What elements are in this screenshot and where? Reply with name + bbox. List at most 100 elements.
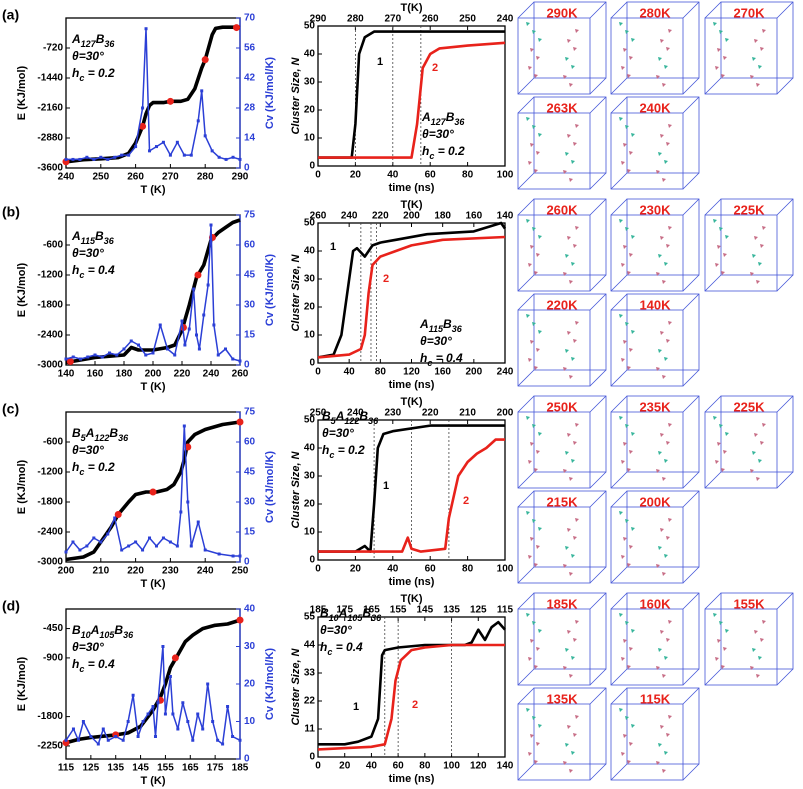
particle bbox=[619, 22, 623, 26]
particle bbox=[538, 330, 542, 334]
particle bbox=[629, 348, 633, 352]
marker bbox=[231, 735, 235, 738]
particle bbox=[668, 620, 672, 624]
particle bbox=[528, 657, 532, 661]
annotation-part: c bbox=[429, 151, 434, 161]
y2-tick-label: 30 bbox=[244, 641, 256, 652]
marker bbox=[211, 720, 215, 723]
x-tick-label: 200 bbox=[465, 367, 482, 378]
y-tick-label: 22 bbox=[304, 696, 316, 707]
particle bbox=[575, 124, 579, 128]
particle bbox=[666, 47, 670, 51]
x-tick-label: 40 bbox=[387, 170, 399, 181]
particle bbox=[534, 760, 538, 764]
marker bbox=[233, 24, 241, 32]
y2-tick-label: 45 bbox=[244, 467, 256, 478]
particle bbox=[538, 38, 542, 42]
x-tick-label: 40 bbox=[387, 564, 399, 575]
particle bbox=[573, 339, 577, 343]
annotation-part: c bbox=[79, 270, 84, 280]
particle bbox=[631, 629, 635, 633]
particle bbox=[660, 39, 664, 43]
annotation-part: θ=30° bbox=[72, 246, 104, 260]
particle bbox=[713, 416, 717, 420]
x-tick-label: 115 bbox=[58, 763, 75, 774]
box-edge bbox=[589, 198, 607, 216]
annotation: B10A105B36 bbox=[320, 606, 382, 623]
annotation: A127B36 bbox=[71, 32, 115, 49]
marker bbox=[134, 145, 138, 149]
x-tick-label: 0 bbox=[315, 761, 321, 772]
marker bbox=[127, 153, 131, 157]
y-tick-label: 40 bbox=[304, 246, 316, 257]
box-edge bbox=[682, 369, 700, 387]
y2-axis-title: Cv (KJ/mol/K) bbox=[264, 254, 276, 326]
particle bbox=[666, 142, 670, 146]
annotation-part: A bbox=[85, 426, 95, 440]
particle bbox=[567, 331, 571, 335]
box-edge bbox=[517, 763, 535, 781]
particle bbox=[666, 441, 670, 445]
series-label: 2 bbox=[432, 62, 438, 74]
snapshot-box bbox=[517, 198, 607, 292]
box-edge bbox=[776, 274, 794, 292]
x-axis-title: T (K) bbox=[140, 775, 165, 787]
y2-tick-label: 70 bbox=[244, 13, 256, 24]
particle bbox=[538, 235, 542, 239]
particle bbox=[750, 272, 754, 276]
y2-tick-label: 0 bbox=[244, 163, 250, 174]
box-edge bbox=[682, 293, 700, 311]
particle bbox=[721, 468, 725, 472]
x-tick-label: 100 bbox=[443, 761, 460, 772]
y-tick-label: 10 bbox=[304, 133, 316, 144]
particle bbox=[532, 322, 536, 326]
x2-tick-label: 200 bbox=[497, 408, 514, 419]
x2-tick-label: 290 bbox=[310, 14, 327, 25]
box-edge bbox=[610, 172, 628, 190]
particle bbox=[625, 322, 629, 326]
particle bbox=[760, 638, 764, 642]
y-axis-title: E (KJ/mol) bbox=[16, 262, 28, 317]
marker bbox=[168, 675, 172, 678]
particle bbox=[571, 262, 575, 266]
particle bbox=[565, 254, 569, 258]
y-tick-label: -2400 bbox=[37, 330, 63, 341]
x2-tick-label: 200 bbox=[403, 211, 420, 222]
x-axis-title: T (K) bbox=[140, 184, 165, 196]
y2-tick-label: 40 bbox=[244, 604, 256, 615]
snapshot-label: 240K bbox=[639, 100, 671, 115]
marker bbox=[99, 540, 103, 544]
marker bbox=[154, 145, 158, 149]
particle bbox=[662, 572, 666, 576]
marker bbox=[113, 516, 117, 520]
snapshot-box bbox=[517, 592, 607, 686]
box-edge bbox=[610, 566, 628, 584]
particle bbox=[658, 152, 662, 156]
box-face bbox=[720, 1, 794, 79]
particle bbox=[621, 66, 625, 70]
marker bbox=[121, 738, 125, 742]
x2-tick-label: 155 bbox=[390, 605, 407, 616]
annotation-part: B bbox=[95, 229, 104, 243]
particle bbox=[762, 620, 766, 624]
particle bbox=[571, 65, 575, 69]
box-edge bbox=[517, 471, 535, 489]
snapshot-box bbox=[517, 490, 607, 584]
marker bbox=[224, 347, 227, 351]
marker bbox=[113, 155, 117, 159]
box-face bbox=[533, 198, 607, 276]
particle bbox=[569, 178, 573, 182]
particle bbox=[717, 442, 721, 446]
y-tick-label: -2250 bbox=[37, 741, 63, 752]
x-tick-label: 200 bbox=[58, 566, 75, 577]
x-tick-label: 100 bbox=[497, 564, 514, 575]
particle bbox=[668, 518, 672, 522]
annotation-part: 105 bbox=[347, 613, 363, 623]
y2-tick-label: 60 bbox=[244, 240, 256, 251]
marker bbox=[108, 351, 111, 355]
y-tick-label: -3000 bbox=[37, 557, 63, 568]
particle bbox=[752, 254, 756, 258]
particle bbox=[664, 751, 668, 755]
series-line bbox=[318, 438, 505, 553]
x2-axis-title: T(K) bbox=[401, 396, 423, 408]
